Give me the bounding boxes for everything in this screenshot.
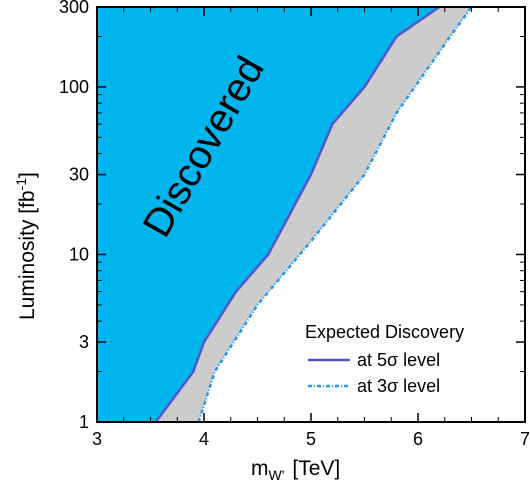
y-tick-label: 10: [69, 244, 89, 264]
discovered-region: [97, 7, 440, 422]
legend-entry-5sigma: at 5σ level: [357, 350, 440, 370]
x-tick-label: 7: [520, 429, 530, 449]
x-tick-label: 4: [199, 429, 209, 449]
x-axis-title-subscript: W': [269, 467, 285, 483]
y-tick-label: 300: [59, 0, 89, 17]
y-tick-label: 30: [69, 165, 89, 185]
plot-fills: [97, 7, 472, 422]
x-tick-label: 6: [413, 429, 423, 449]
x-axis-title: mW' [TeV]: [251, 457, 340, 483]
x-tick-label: 3: [92, 429, 102, 449]
y-tick-label: 3: [79, 332, 89, 352]
y-axis-title: Luminosity [fb-1]: [13, 172, 39, 320]
y-tick-label: 1: [79, 412, 89, 432]
y-axis-title-superscript: -1: [13, 178, 29, 191]
y-axis-ticks: 1 3 10 30 100 300: [59, 0, 525, 432]
between-region: [155, 7, 472, 422]
plot-lines: [154, 5, 473, 423]
y-tick-label: 100: [59, 77, 89, 97]
legend: Expected Discovery at 5σ level at 3σ lev…: [305, 322, 464, 396]
x-axis-ticks: 3 4 5 6 7: [92, 7, 530, 449]
legend-title: Expected Discovery: [305, 322, 464, 342]
legend-entry-3sigma: at 3σ level: [357, 376, 440, 396]
series-line-3sigma: [197, 6, 473, 423]
x-tick-label: 5: [306, 429, 316, 449]
series-line-5sigma: [154, 5, 441, 423]
